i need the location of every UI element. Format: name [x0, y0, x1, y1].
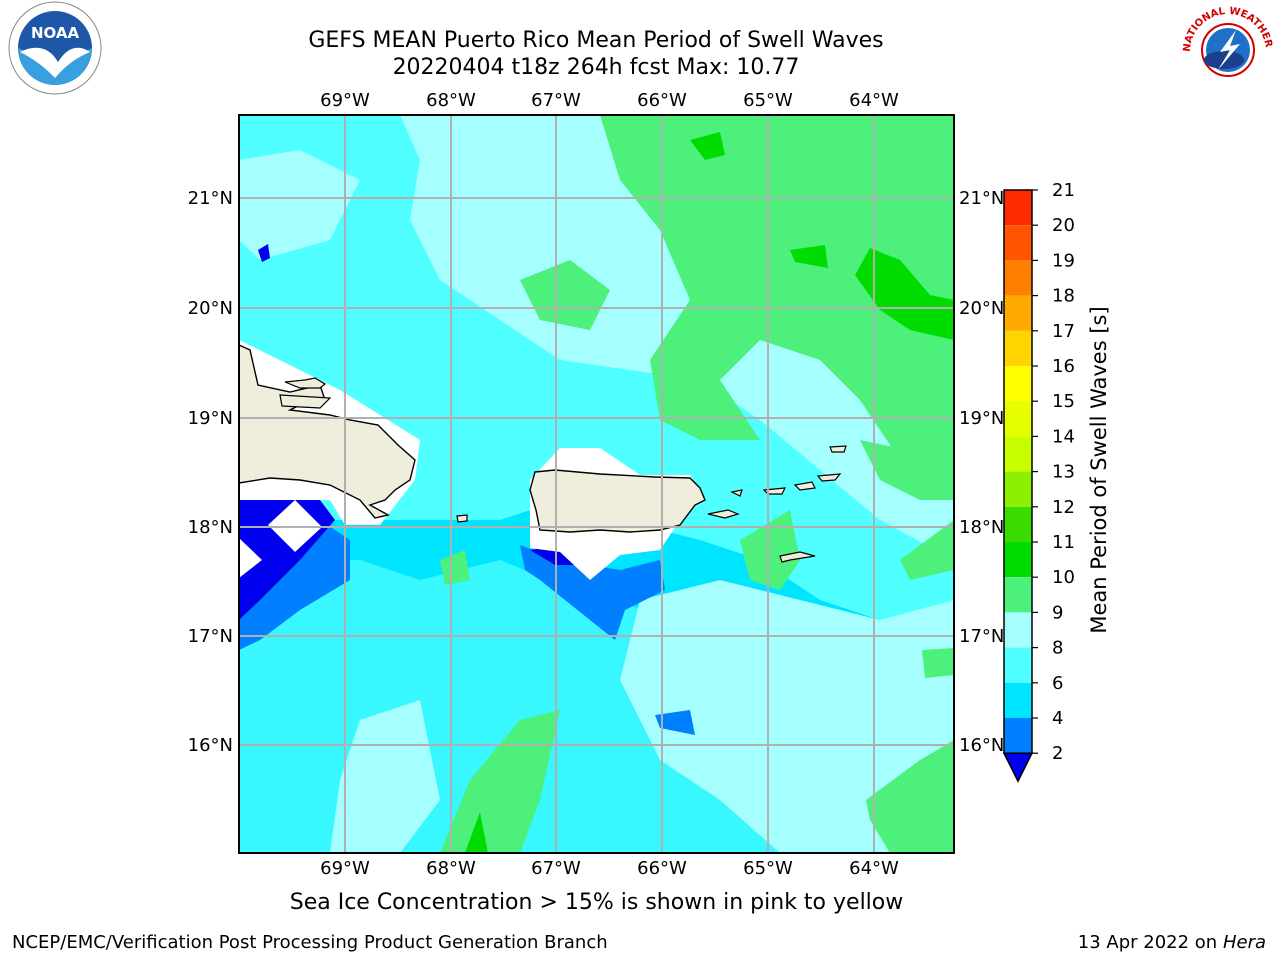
map-subtitle: 20220404 t18z 264h fcst Max: 10.77	[392, 55, 800, 80]
map-frame	[238, 114, 955, 854]
lat-label: 21°N	[959, 188, 1004, 209]
nws-logo: NATIONAL WEATHER SERVICE	[1176, 0, 1275, 95]
lat-label: 16°N	[188, 735, 233, 756]
colorbar-segment	[1004, 366, 1032, 402]
colorbar-segment	[1004, 612, 1032, 648]
colorbar-tick-label: 4	[1052, 708, 1063, 729]
lon-label: 69°W	[320, 858, 370, 879]
colorbar-tick-label: 11	[1052, 532, 1075, 553]
colorbar-tick-label: 9	[1052, 602, 1063, 623]
colorbar: 21 20 19 18 17 16 15 14 13 12 11 10 9 8 6 4 2	[1002, 180, 1075, 783]
colorbar-segment	[1004, 225, 1032, 261]
colorbar-segment	[1004, 295, 1032, 331]
lat-label: 20°N	[959, 298, 1004, 319]
lon-label: 67°W	[531, 858, 581, 879]
colorbar-segment	[1004, 436, 1032, 472]
colorbar-segment	[1004, 260, 1032, 296]
colorbar-segment	[1004, 718, 1032, 754]
lon-label: 65°W	[743, 90, 793, 111]
lon-label: 68°W	[426, 858, 476, 879]
colorbar-tick-label: 13	[1052, 462, 1075, 483]
colorbar-extend-arrow	[1002, 752, 1034, 783]
lat-label: 19°N	[959, 408, 1004, 429]
lon-label: 68°W	[426, 90, 476, 111]
lat-label: 18°N	[959, 517, 1004, 538]
lon-label: 66°W	[637, 90, 687, 111]
colorbar-tick-label: 16	[1052, 356, 1075, 377]
lat-label: 20°N	[188, 298, 233, 319]
footer-branch: NCEP/EMC/Verification Post Processing Pr…	[12, 932, 608, 953]
colorbar-tick-label: 17	[1052, 321, 1075, 342]
footer-date: 13 Apr 2022 on Hera	[1078, 932, 1266, 953]
lat-label: 17°N	[959, 626, 1004, 647]
lat-labels-left: 21°N 20°N 19°N 18°N 17°N 16°N	[188, 188, 233, 756]
graticule	[239, 115, 954, 853]
colorbar-tick-label: 20	[1052, 215, 1075, 236]
colorbar-tick-label: 19	[1052, 250, 1075, 271]
lon-label: 69°W	[320, 90, 370, 111]
lon-label: 67°W	[531, 90, 581, 111]
colorbar-tick-label: 18	[1052, 286, 1075, 307]
colorbar-segment	[1004, 577, 1032, 613]
colorbar-label: Mean Period of Swell Waves [s]	[1087, 306, 1111, 633]
colorbar-segment	[1004, 542, 1032, 578]
colorbar-tick-label: 10	[1052, 567, 1075, 588]
lat-label: 18°N	[188, 517, 233, 538]
lon-labels-top: 69°W 68°W 67°W 66°W 65°W 64°W	[320, 90, 899, 111]
noaa-logo: NOAA	[8, 1, 102, 95]
lon-label: 64°W	[849, 858, 899, 879]
footer-host: Hera	[1222, 932, 1266, 953]
colorbar-tick-label: 15	[1052, 391, 1075, 412]
colorbar-tick-label: 14	[1052, 426, 1075, 447]
lon-labels-bottom: 69°W 68°W 67°W 66°W 65°W 64°W	[320, 858, 899, 879]
colorbar-segment	[1004, 190, 1032, 226]
noaa-logo-text: NOAA	[31, 24, 80, 42]
colorbar-tick-label: 2	[1052, 743, 1063, 764]
colorbar-tick-label: 12	[1052, 497, 1075, 518]
lat-label: 21°N	[188, 188, 233, 209]
lon-label: 66°W	[637, 858, 687, 879]
map-title: GEFS MEAN Puerto Rico Mean Period of Swe…	[308, 28, 884, 53]
footer-date-text: 13 Apr 2022 on	[1077, 932, 1223, 953]
colorbar-segment	[1004, 647, 1032, 683]
lon-label: 64°W	[849, 90, 899, 111]
colorbar-segment	[1004, 401, 1032, 437]
colorbar-tick-label: 21	[1052, 180, 1075, 201]
lat-label: 17°N	[188, 626, 233, 647]
lat-label: 19°N	[188, 408, 233, 429]
colorbar-tick-label: 8	[1052, 638, 1063, 659]
colorbar-tick-label: 6	[1052, 673, 1063, 694]
lon-label: 65°W	[743, 858, 793, 879]
colorbar-segment	[1004, 471, 1032, 507]
lat-label: 16°N	[959, 735, 1004, 756]
colorbar-segment	[1004, 506, 1032, 542]
colorbar-segment	[1004, 682, 1032, 718]
sea-ice-caption: Sea Ice Concentration > 15% is shown in …	[289, 890, 904, 915]
colorbar-segment	[1004, 330, 1032, 366]
lat-labels-right: 21°N 20°N 19°N 18°N 17°N 16°N	[959, 188, 1004, 756]
